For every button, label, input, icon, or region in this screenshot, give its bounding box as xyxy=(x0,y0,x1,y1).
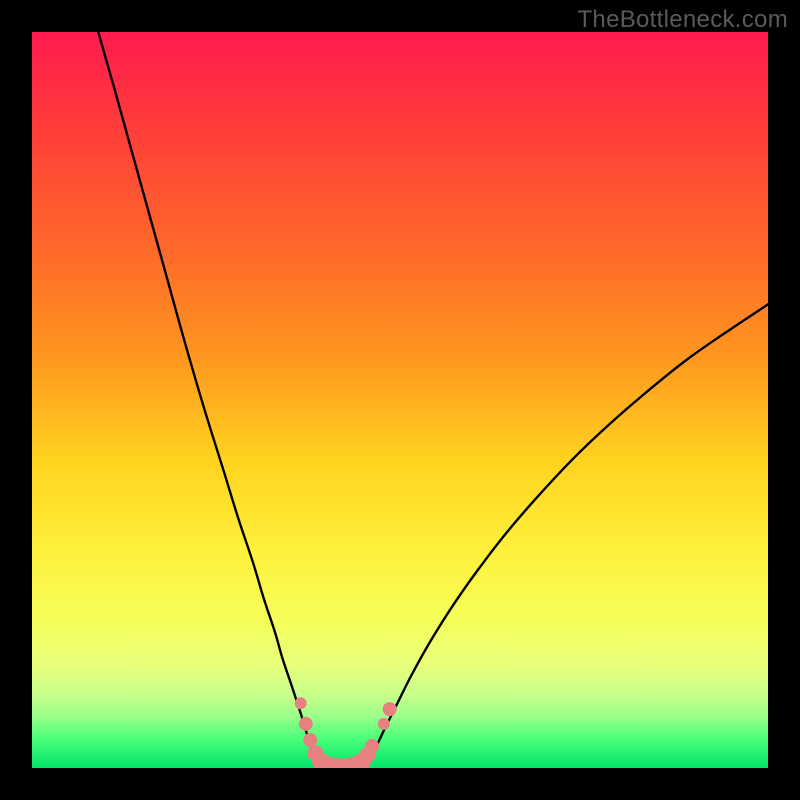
marker-point xyxy=(378,718,390,730)
marker-point xyxy=(303,733,317,747)
marker-group xyxy=(295,697,397,768)
marker-point xyxy=(383,702,397,716)
right-curve xyxy=(363,304,768,768)
left-curve xyxy=(98,32,322,768)
marker-point xyxy=(295,697,307,709)
marker-point xyxy=(299,717,313,731)
marker-point xyxy=(365,739,379,753)
curve-layer xyxy=(32,32,768,768)
plot-area xyxy=(32,32,768,768)
watermark-text: TheBottleneck.com xyxy=(577,6,788,34)
